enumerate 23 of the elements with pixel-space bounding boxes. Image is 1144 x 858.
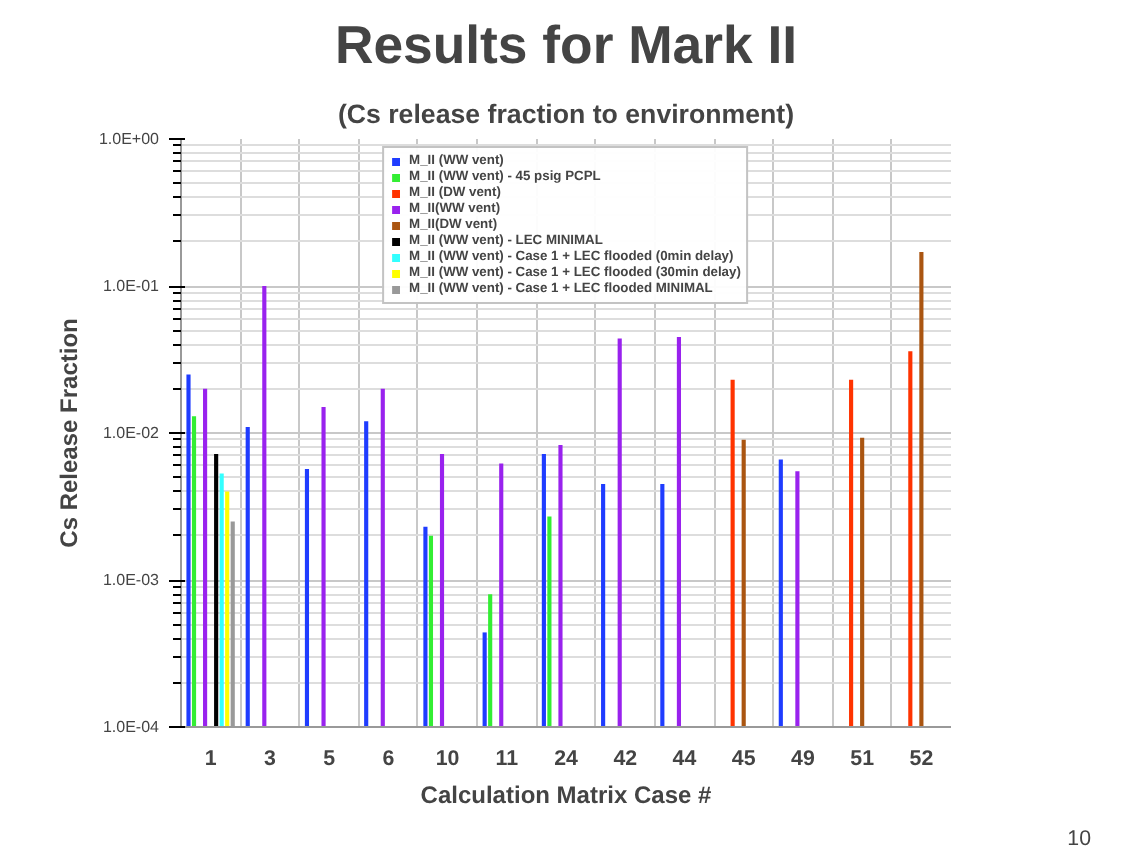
x-tick-label: 42: [613, 747, 638, 771]
text: 10: [1067, 827, 1092, 851]
x-tick-label: 5: [323, 747, 336, 771]
x-tick-label: 51: [850, 747, 875, 771]
x-tick-label: 49: [791, 747, 815, 771]
y-tick-label: 1.0E+00: [98, 130, 161, 148]
y-tick-label: 1.0E-01: [102, 277, 161, 295]
x-tick-label: 1: [204, 747, 217, 771]
x-tick-label: 6: [382, 747, 395, 771]
chart-subtitle: (Cs release fraction to environment): [337, 99, 795, 129]
y-tick-label: 1.0E-02: [102, 424, 161, 442]
x-tick-label: 11: [495, 747, 519, 771]
x-tick-label: 24: [554, 747, 578, 771]
x-axis-title: Calculation Matrix Case #: [420, 781, 713, 809]
chart-title: Results for Mark II: [334, 15, 798, 75]
y-axis-title: Cs Release Fraction: [54, 318, 83, 548]
y-tick-label: 1.0E-04: [102, 718, 161, 736]
x-tick-label: 3: [263, 747, 276, 771]
y-tick-label: 1.0E-03: [102, 571, 161, 589]
x-tick-label: 10: [435, 747, 460, 771]
x-tick-label: 45: [731, 747, 756, 771]
x-tick-label: 52: [909, 747, 934, 771]
x-tick-label: 44: [672, 747, 697, 771]
